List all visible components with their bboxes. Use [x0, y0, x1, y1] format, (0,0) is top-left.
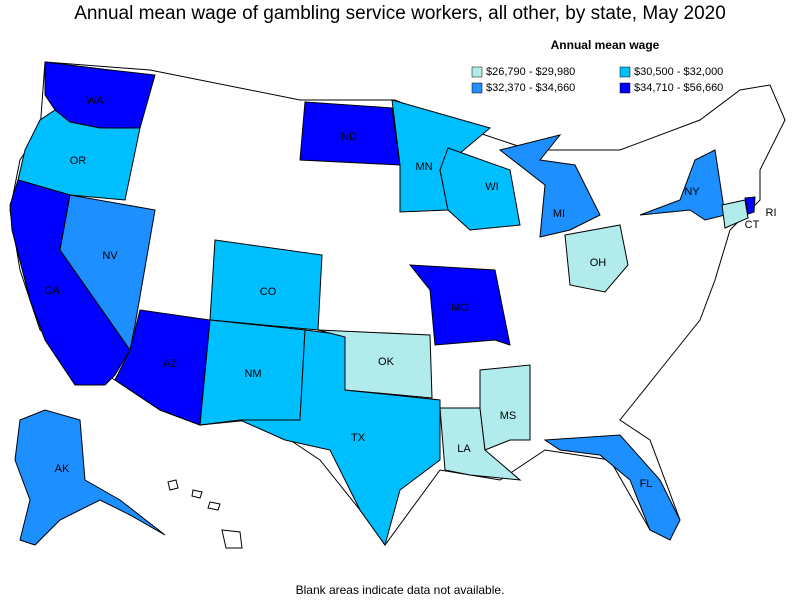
- legend-label: $34,710 - $56,660: [634, 82, 723, 94]
- state-label: NM: [244, 368, 261, 380]
- legend-label: $30,500 - $32,000: [634, 66, 723, 78]
- state-label: OR: [70, 155, 87, 167]
- state-label: OK: [378, 356, 395, 368]
- state-label: AZ: [163, 358, 177, 370]
- state: [498, 134, 601, 238]
- state-label: NV: [102, 250, 118, 262]
- state: [543, 434, 681, 541]
- legend: $26,790 - $29,980 $30,500 - $32,000 $32,37…: [471, 66, 723, 94]
- state: [59, 194, 156, 352]
- state: [564, 224, 629, 293]
- legend-label: $26,790 - $29,980: [486, 66, 575, 78]
- map-title: Annual mean wage of gambling service wor…: [74, 3, 726, 24]
- legend-label: $32,370 - $34,660: [486, 82, 575, 94]
- state-label: CT: [745, 219, 760, 231]
- state-label: MN: [415, 161, 432, 173]
- state-label: WI: [485, 181, 498, 193]
- state-label: NY: [684, 186, 700, 198]
- state-label: MI: [553, 208, 565, 220]
- legend-swatch: [471, 82, 483, 94]
- state: [17, 109, 141, 201]
- hawaii: [167, 479, 243, 549]
- state-label: MS: [500, 410, 517, 422]
- state-label: RI: [766, 207, 777, 219]
- states: WA OR CA NV AZ CO NM TX OK ND MN WI MI MO OH NY CT RI LA MS…: [9, 61, 777, 547]
- state: [14, 409, 166, 546]
- state: [439, 147, 521, 231]
- state: [639, 149, 726, 221]
- state-label: CA: [44, 285, 60, 297]
- state-label: OH: [590, 257, 607, 269]
- state-label: TX: [351, 432, 366, 444]
- state-label: FL: [640, 478, 653, 490]
- legend-swatch: [619, 66, 631, 78]
- state: [721, 199, 749, 229]
- state: [317, 329, 433, 399]
- legend-swatch: [471, 66, 483, 78]
- state: [479, 364, 531, 451]
- state-label: MO: [451, 302, 469, 314]
- state-label: WA: [86, 95, 104, 107]
- state-label: CO: [260, 286, 277, 298]
- state: [744, 196, 756, 215]
- legend-swatch: [619, 82, 631, 94]
- state-label: AK: [55, 463, 70, 475]
- footnote: Blank areas indicate data not available.: [296, 583, 505, 597]
- state-label: ND: [341, 131, 357, 143]
- state-label: LA: [457, 443, 471, 455]
- state: [408, 264, 511, 346]
- legend-title: Annual mean wage: [551, 38, 660, 52]
